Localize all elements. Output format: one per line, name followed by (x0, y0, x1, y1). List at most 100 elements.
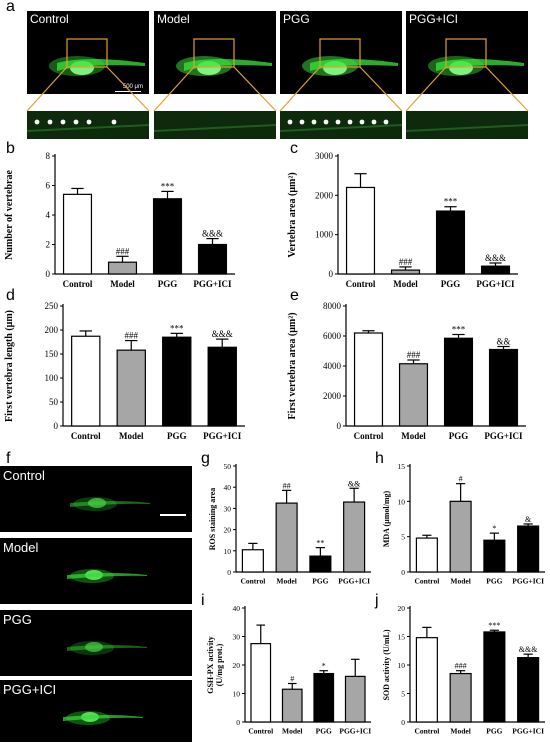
x-tick-label: PGG+ICI (339, 727, 371, 736)
y-tick-label: 1000 (315, 230, 334, 240)
panel-letter-b: b (6, 140, 15, 157)
bar-pgg (435, 210, 466, 275)
y-axis-label: SOD activity (U/mL) (382, 629, 391, 700)
y-tick-label: 150 (45, 349, 59, 359)
microscopy-title: PGG+ICI (409, 12, 459, 26)
y-axis-label: GSH-PX activity(U/mg prot.) (206, 636, 224, 694)
significance-mark: *** (444, 197, 458, 207)
y-axis-label: ROS staining area (208, 488, 217, 551)
y-axis-label: Vertebra area (μm²) (287, 172, 298, 257)
x-tick-label: PGG+ICI (512, 727, 544, 736)
chart-first-vertebra-area: 0 2000 4000 6000 8000 First vertebra area (μm… (287, 301, 526, 441)
y-tick-label: 20 (233, 661, 241, 670)
x-tick-label: PGG+ICI (203, 431, 242, 441)
vertebra-zoom-strip-2 (280, 111, 402, 139)
y-tick-label: 8000 (323, 301, 342, 311)
x-tick-label: Control (346, 279, 376, 289)
y-tick-label: 50 (49, 397, 59, 407)
bar-model (116, 349, 146, 427)
panel-letter-g: g (201, 450, 210, 467)
vertebra-dot (383, 119, 389, 125)
bar-model (449, 500, 472, 573)
x-tick-label: PGG (316, 727, 332, 736)
bar-pgg (162, 336, 192, 427)
x-tick-label: Model (450, 577, 470, 586)
x-tick-label: PGG (486, 727, 502, 736)
y-tick-label: 50 (224, 462, 232, 471)
y-tick-label: 4000 (323, 361, 342, 371)
y-tick-label: 0 (227, 568, 231, 577)
significance-mark: *** (170, 323, 184, 333)
x-tick-label: Model (276, 577, 296, 586)
bar-control (415, 637, 438, 723)
panel-letter-e: e (290, 287, 299, 304)
bar-model (107, 261, 138, 275)
y-tick-label: 2 (46, 240, 51, 250)
y-axis-label: First vertebra length (μm) (4, 310, 15, 422)
y-tick-label: 0 (401, 718, 405, 727)
y-tick-label: 10 (398, 497, 406, 506)
y-axis-label: First vertebra area (μm²) (287, 312, 298, 419)
vertebra-dot (359, 119, 365, 125)
y-tick-label: 5 (401, 533, 405, 542)
bar-pgg (483, 631, 506, 723)
bar-control (250, 643, 272, 723)
bar-model (275, 502, 298, 573)
bar-pgg (152, 198, 183, 275)
vertebra-dot (323, 119, 329, 125)
vertebra-zoom-strip-0 (27, 111, 149, 139)
fish-image-title: PGG (3, 612, 32, 627)
vertebra-dot (335, 119, 341, 125)
bar-pgg-ici (517, 525, 540, 573)
y-tick-label: 100 (45, 373, 59, 383)
y-tick-label: 20 (398, 604, 406, 613)
significance-mark: ** (316, 539, 324, 548)
scale-bar-label: 500 μm (122, 84, 143, 90)
y-tick-label: 3000 (315, 151, 334, 161)
bar-pgg (309, 555, 332, 573)
vertebra-dot (47, 119, 53, 125)
vertebra-dot (371, 119, 377, 125)
microscopy-title: PGG (283, 12, 310, 26)
microscopy-image-2: PGG (280, 11, 402, 94)
y-tick-label: 0 (46, 269, 51, 279)
y-tick-label: 5 (401, 690, 405, 699)
fish-image-0: Control (0, 466, 192, 532)
significance-mark: &&& (212, 329, 233, 339)
significance-mark: ### (116, 246, 130, 256)
significance-mark: * (322, 662, 326, 671)
chart-sod-activity: 0 5 10 15 20 SOD activity (U/mL) Control ### Mod… (382, 604, 545, 736)
panel-letter-a: a (6, 0, 15, 15)
vertebra-dot (111, 119, 117, 125)
y-tick-label: 0 (236, 718, 240, 727)
y-tick-label: 200 (45, 325, 59, 335)
y-tick-label: 40 (224, 483, 232, 492)
bar-pgg-ici (197, 243, 228, 275)
y-tick-label: 0 (54, 421, 59, 431)
fish-image-1: Model (0, 538, 192, 604)
bar-control (62, 193, 93, 275)
bar-pgg-ici (207, 346, 237, 427)
y-tick-label: 10 (398, 661, 406, 670)
panel-letter-d: d (6, 287, 15, 304)
significance-mark: & (525, 515, 532, 524)
larva-fluorescence (176, 38, 272, 76)
x-tick-label: PGG (486, 577, 502, 586)
chart-mda: 0 5 10 15 MDA (μmol/mg) Control # Model * PGG & PGG… (382, 462, 545, 586)
vertebra-dot (311, 119, 317, 125)
significance-mark: ## (283, 481, 291, 490)
y-tick-label: 2000 (315, 190, 334, 200)
bar-pgg-ici (488, 348, 519, 427)
bar-control (353, 332, 384, 427)
x-tick-label: Control (71, 431, 101, 441)
x-tick-label: PGG (312, 577, 328, 586)
microscopy-image-0: Control 500 μm (27, 11, 149, 94)
bar-pgg (483, 539, 506, 573)
bar-control (71, 335, 101, 427)
y-tick-label: 15 (398, 633, 406, 642)
y-tick-label: 30 (224, 504, 232, 513)
chart-gsh-px-activity: 0 10 20 30 40 GSH-PX activity(U/mg prot.) Cont… (206, 604, 371, 736)
bar-control (415, 537, 438, 573)
x-tick-label: Model (393, 279, 418, 289)
bar-pgg-ici (344, 675, 366, 723)
